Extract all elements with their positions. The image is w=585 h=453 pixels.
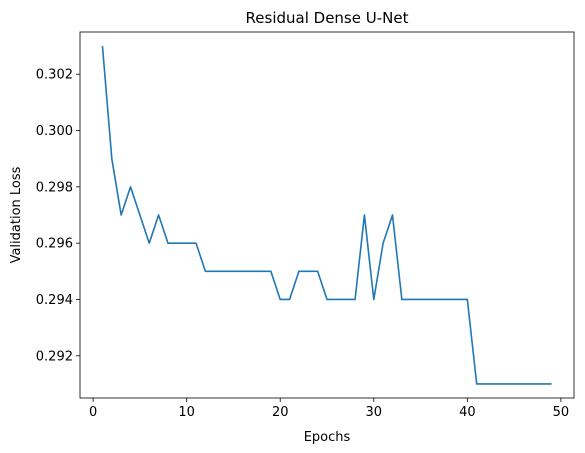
x-tick-label: 20 <box>272 405 289 420</box>
plot-area <box>101 46 552 385</box>
x-axis: 0 10 20 30 40 50 <box>89 398 569 420</box>
y-tick-label: 0.292 <box>36 349 73 364</box>
y-tick-label: 0.302 <box>36 68 73 83</box>
plot-frame <box>79 31 575 399</box>
x-tick-label: 10 <box>178 405 195 420</box>
y-tick-label: 0.296 <box>36 237 73 252</box>
x-tick-label: 50 <box>553 405 570 420</box>
series-line-0 <box>101 46 552 385</box>
x-tick-label: 30 <box>366 405 383 420</box>
x-tick-label: 40 <box>459 405 476 420</box>
x-tick-label: 0 <box>89 405 97 420</box>
y-axis-label: Validation Loss <box>9 166 24 263</box>
chart-title: Residual Dense U-Net <box>246 9 409 27</box>
y-tick-label: 0.298 <box>36 180 73 195</box>
y-axis: 0.292 0.294 0.296 0.298 0.300 0.302 <box>36 68 80 364</box>
y-tick-label: 0.300 <box>36 124 73 139</box>
x-axis-label: Epochs <box>304 430 351 445</box>
y-tick-label: 0.294 <box>36 293 73 308</box>
